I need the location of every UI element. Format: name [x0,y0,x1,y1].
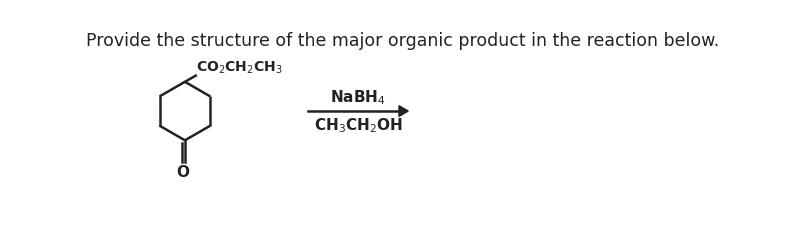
Text: CH$_3$CH$_2$OH: CH$_3$CH$_2$OH [314,116,402,135]
Text: Provide the structure of the major organic product in the reaction below.: Provide the structure of the major organ… [86,32,719,50]
Polygon shape [399,106,408,117]
Text: O: O [176,165,189,179]
Text: NaBH$_4$: NaBH$_4$ [330,88,386,107]
Text: CO$_2$CH$_2$CH$_3$: CO$_2$CH$_2$CH$_3$ [196,59,283,76]
